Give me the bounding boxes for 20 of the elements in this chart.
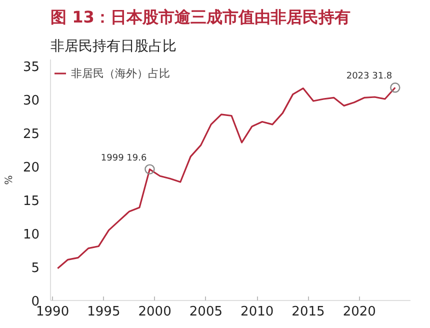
y-tick-label: 5 <box>31 261 40 276</box>
y-tick-label: 10 <box>22 228 40 243</box>
y-axis-title: % <box>4 175 15 185</box>
annotation: 2023 31.8 <box>346 72 392 82</box>
x-tick-label: 1990 <box>36 304 70 320</box>
y-tick-label: 20 <box>22 160 40 176</box>
x-tick-label: 2000 <box>138 304 172 320</box>
x-tick-label: 2015 <box>292 304 325 320</box>
y-tick-label: 35 <box>22 60 40 76</box>
y-tick-label: 25 <box>22 127 40 142</box>
x-tick-label: 2005 <box>189 304 223 320</box>
x-tick-label: 2010 <box>240 304 274 320</box>
x-tick-label: 2020 <box>342 304 376 320</box>
legend-label: 非居民（海外）占比 <box>71 66 170 80</box>
y-tick-label: 15 <box>22 194 40 210</box>
annotation: 1999 19.6 <box>100 153 147 164</box>
x-tick-label: 1995 <box>87 304 120 320</box>
y-tick-label: 30 <box>22 94 40 109</box>
chart-subtitle: 非居民持有日股占比 <box>50 38 176 54</box>
chart-title: 图 13：日本股市逾三成市值由非居民持有 <box>50 8 350 26</box>
